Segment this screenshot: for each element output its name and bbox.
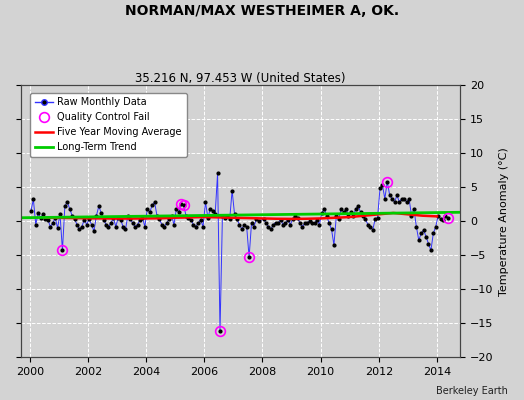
Legend: Raw Monthly Data, Quality Control Fail, Five Year Moving Average, Long-Term Tren: Raw Monthly Data, Quality Control Fail, …	[30, 92, 187, 157]
Text: Berkeley Earth: Berkeley Earth	[436, 386, 508, 396]
Y-axis label: Temperature Anomaly (°C): Temperature Anomaly (°C)	[499, 147, 509, 296]
Title: 35.216 N, 97.453 W (United States): 35.216 N, 97.453 W (United States)	[135, 72, 346, 85]
Text: NORMAN/MAX WESTHEIMER A, OK.: NORMAN/MAX WESTHEIMER A, OK.	[125, 4, 399, 18]
